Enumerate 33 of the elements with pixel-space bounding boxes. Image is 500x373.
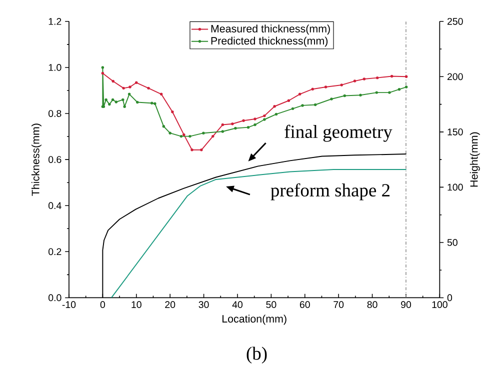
x-tick-label: 60 xyxy=(300,301,310,308)
y2-tick-label: 150 xyxy=(448,128,463,136)
legend-label: Measured thickness(mm) xyxy=(211,24,330,35)
y2-tick-label: 0 xyxy=(447,294,452,302)
y2-tick-label: 250 xyxy=(447,18,463,26)
legend-label: Predicted thickness(mm) xyxy=(211,36,328,47)
x-tick-label: 70 xyxy=(334,301,344,308)
y-tick-label: 1.2 xyxy=(48,18,62,25)
y2-tick-label: 50 xyxy=(447,239,458,246)
x-tick-label: 80 xyxy=(367,301,378,308)
y-tick-label: 0.6 xyxy=(48,156,62,164)
y2-tick-label: 100 xyxy=(448,184,463,191)
x-tick-label: 90 xyxy=(401,301,412,308)
y2-axis-title: Height(mm) xyxy=(470,132,480,187)
y-tick-label: 0.0 xyxy=(48,294,62,302)
x-tick-label: 30 xyxy=(198,301,209,308)
x-tick-label: 0 xyxy=(100,301,106,308)
x-tick-label: 100 xyxy=(432,301,448,308)
text: (b) xyxy=(246,346,267,364)
y2-tick-label: 200 xyxy=(447,73,463,80)
x-tick-label: 20 xyxy=(165,301,176,308)
annotation: preform shape 2 xyxy=(270,183,390,200)
y-axis-title: Thickness(mm) xyxy=(31,124,42,196)
x-tick-label: 50 xyxy=(266,301,276,308)
x-tick-label: 10 xyxy=(132,301,142,308)
y-tick-label: 0.8 xyxy=(48,110,62,118)
x-tick-label: 40 xyxy=(232,301,243,308)
x-tick-label: -10 xyxy=(62,301,76,308)
x-axis-title: Location(mm) xyxy=(222,314,286,325)
y-tick-label: 0.2 xyxy=(48,248,62,256)
annotation: final geometry xyxy=(284,124,392,142)
y-tick-label: 0.4 xyxy=(48,202,62,210)
y-tick-label: 1.0 xyxy=(48,64,62,72)
